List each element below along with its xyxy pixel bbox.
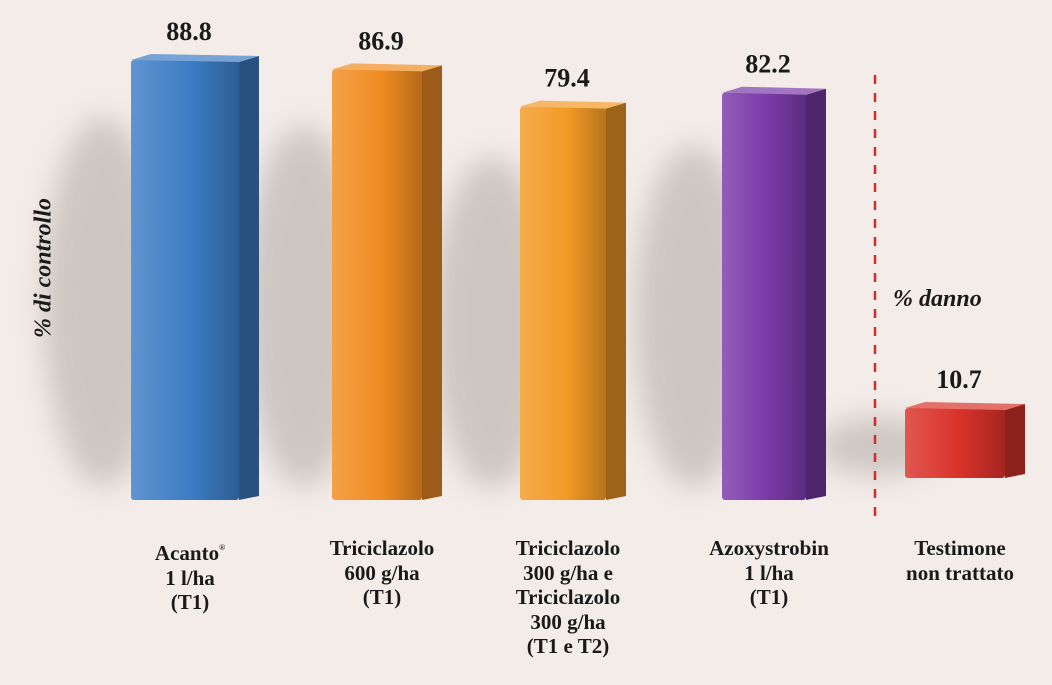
category-label-line: Testimone <box>914 536 1006 560</box>
category-label: Triciclazolo 600 g/ha (T1) <box>292 536 472 610</box>
bar <box>332 63 442 500</box>
value-labels: 88.8 86.9 79.4 82.2 10.7 <box>166 17 982 394</box>
bar-side-face <box>239 56 259 500</box>
bar-front-face <box>905 408 1005 478</box>
category-label-line: Triciclazolo <box>515 536 621 560</box>
bar-top-face <box>332 63 442 72</box>
category-label-line: 300 g/ha e <box>523 560 613 585</box>
category-label-line: Azoxystrobin <box>709 536 829 560</box>
category-label-line: (T1) <box>362 585 402 609</box>
category-label-line: Acanto <box>154 541 220 565</box>
category-label-line: (T1) <box>749 585 789 609</box>
bar-front-face <box>722 92 806 501</box>
bar-side-face <box>606 102 626 501</box>
category-label-line: Triciclazolo <box>515 585 621 609</box>
bar-top-face <box>905 402 1025 410</box>
category-label-line: Triciclazolo <box>329 536 435 560</box>
damage-axis-label: % danno <box>893 286 982 312</box>
trademark-mark: ® <box>219 543 226 552</box>
category-label: Testimone non trattato <box>870 536 1050 585</box>
bar <box>722 86 826 501</box>
bar-front-face <box>131 60 239 500</box>
bars <box>131 54 1025 501</box>
value-label: 86.9 <box>358 26 404 55</box>
category-label-line: (T1 e T2) <box>526 634 610 658</box>
bar-side-face <box>422 65 442 500</box>
category-label: Azoxystrobin 1 l/ha (T1) <box>679 536 859 610</box>
category-label: Acanto® 1 l/ha (T1) <box>100 536 280 615</box>
bar <box>131 54 259 500</box>
category-label-line: (T1) <box>170 590 210 614</box>
value-label: 82.2 <box>745 50 791 79</box>
bar-top-face <box>722 86 826 95</box>
category-label: Triciclazolo 300 g/ha e Triciclazolo 300 g/… <box>478 536 658 659</box>
value-label: 79.4 <box>544 64 590 93</box>
bar-top-face <box>131 54 259 62</box>
bar-front-face <box>332 69 422 500</box>
bar <box>520 100 626 501</box>
bar <box>905 402 1025 478</box>
category-label-line: 600 g/ha <box>344 560 420 585</box>
bar-side-face <box>806 88 826 501</box>
bar-top-face <box>520 100 626 109</box>
category-label-line: 1 l/ha <box>744 560 794 585</box>
category-label-line: non trattato <box>906 560 1014 585</box>
category-label-line: 300 g/ha <box>530 609 606 634</box>
bar-front-face <box>520 106 606 501</box>
category-label-line: 1 l/ha <box>165 565 215 590</box>
y-axis-label: % di controllo <box>30 197 57 339</box>
value-label: 88.8 <box>166 17 212 46</box>
value-label: 10.7 <box>936 365 982 394</box>
bar-side-face <box>1005 404 1025 478</box>
